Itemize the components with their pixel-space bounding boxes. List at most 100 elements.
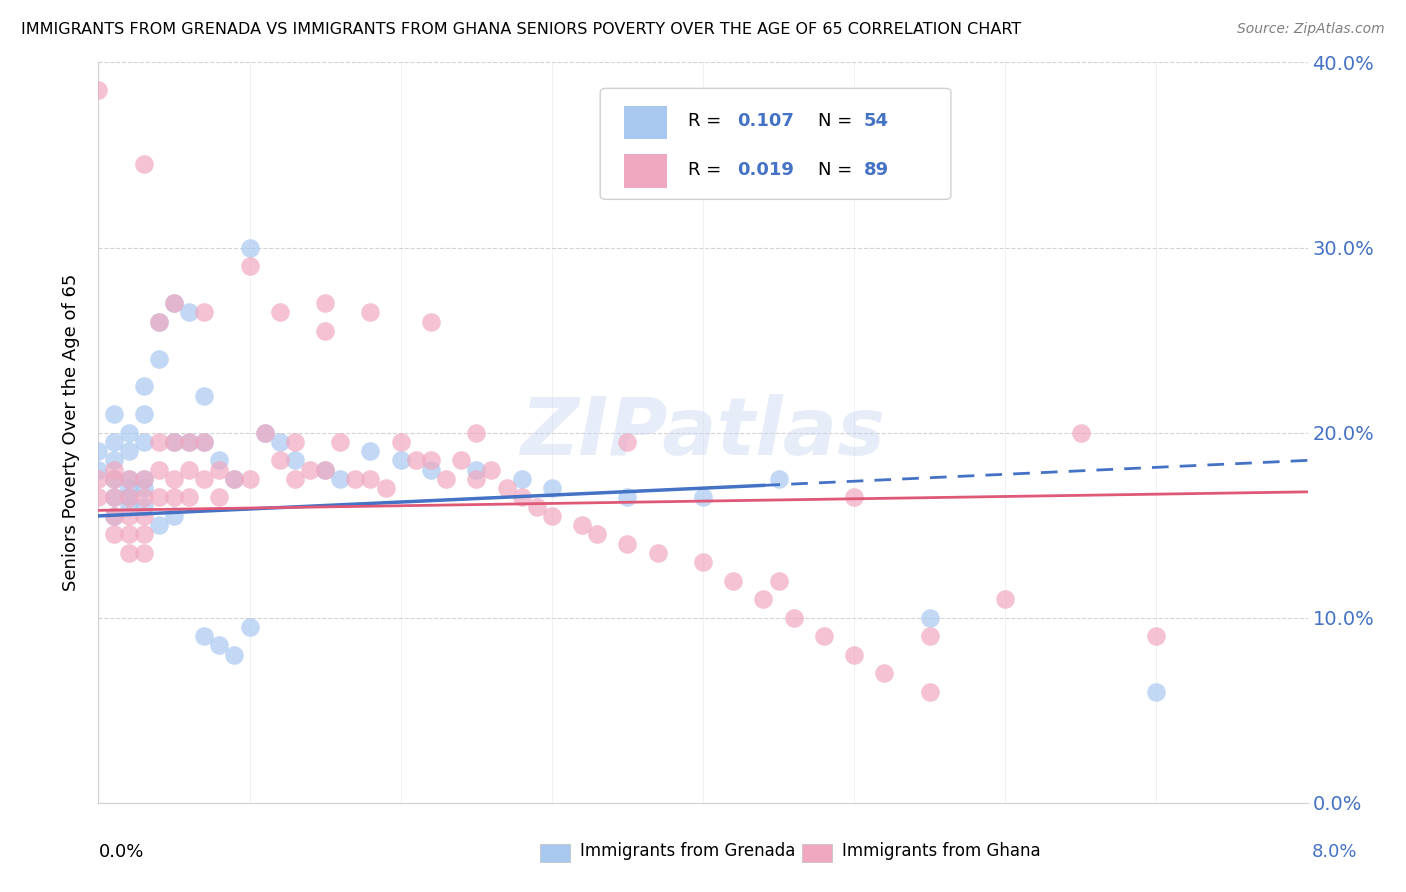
Point (510, 491, 533, 505)
Point (329, 472, 352, 486)
Point (224, 472, 246, 486)
Point (918, 685, 941, 699)
Point (616, 434, 638, 449)
Point (692, 491, 714, 505)
Point (132, 500, 155, 514)
Point (132, 508, 155, 523)
Point (132, 527, 155, 541)
Point (844, 648, 866, 662)
Point (450, 453, 472, 467)
Point (616, 536, 638, 550)
Point (132, 472, 155, 486)
Point (163, 508, 186, 523)
Text: 0.0%: 0.0% (98, 843, 143, 861)
Point (193, 305, 215, 319)
Point (132, 434, 155, 449)
Point (179, 434, 201, 449)
Point (723, 574, 745, 588)
Point (420, 314, 443, 328)
Text: N =: N = (818, 161, 858, 178)
Point (224, 472, 246, 486)
Point (163, 491, 186, 505)
Point (314, 462, 336, 476)
Point (103, 508, 125, 523)
Point (132, 472, 155, 486)
Point (103, 453, 125, 467)
Point (360, 444, 382, 458)
Point (510, 472, 533, 486)
Point (163, 472, 186, 486)
Point (918, 629, 941, 643)
Text: Immigrants from Grenada: Immigrants from Grenada (579, 842, 794, 860)
Point (420, 453, 443, 467)
Point (434, 472, 457, 486)
Point (193, 629, 215, 643)
Point (813, 629, 835, 643)
Point (103, 508, 125, 523)
Point (314, 296, 336, 310)
Point (179, 462, 201, 476)
Point (918, 610, 941, 624)
Point (783, 610, 806, 624)
Point (253, 425, 276, 440)
Text: 54: 54 (863, 112, 889, 130)
Point (132, 491, 155, 505)
Point (103, 527, 125, 541)
Point (87, 462, 110, 476)
Point (118, 425, 141, 440)
Point (103, 472, 125, 486)
Point (148, 351, 170, 366)
Point (284, 434, 307, 449)
Point (163, 296, 186, 310)
Point (118, 491, 141, 505)
Point (269, 453, 291, 467)
Point (118, 500, 141, 514)
Point (752, 592, 775, 607)
Point (193, 388, 215, 402)
Point (118, 546, 141, 560)
Point (163, 434, 186, 449)
Point (239, 620, 262, 634)
FancyBboxPatch shape (803, 844, 832, 862)
Point (299, 462, 322, 476)
Point (389, 453, 412, 467)
Point (314, 324, 336, 338)
Text: Immigrants from Ghana: Immigrants from Ghana (842, 842, 1040, 860)
Point (329, 434, 352, 449)
Point (163, 296, 186, 310)
Point (87, 472, 110, 486)
Point (103, 491, 125, 505)
Y-axis label: Seniors Poverty Over the Age of 65: Seniors Poverty Over the Age of 65 (62, 274, 80, 591)
FancyBboxPatch shape (540, 844, 569, 862)
Point (465, 425, 488, 440)
Point (148, 314, 170, 328)
Point (540, 508, 562, 523)
Point (405, 453, 427, 467)
Point (103, 462, 125, 476)
Point (239, 472, 262, 486)
Point (163, 434, 186, 449)
Point (284, 472, 307, 486)
Text: 0.019: 0.019 (737, 161, 794, 178)
Text: IMMIGRANTS FROM GRENADA VS IMMIGRANTS FROM GHANA SENIORS POVERTY OVER THE AGE OF: IMMIGRANTS FROM GRENADA VS IMMIGRANTS FR… (21, 22, 1021, 37)
Point (540, 481, 562, 495)
FancyBboxPatch shape (600, 88, 950, 200)
Text: Source: ZipAtlas.com: Source: ZipAtlas.com (1237, 22, 1385, 37)
Point (179, 305, 201, 319)
FancyBboxPatch shape (624, 154, 666, 188)
Point (132, 407, 155, 421)
Text: R =: R = (689, 161, 727, 178)
Point (586, 527, 609, 541)
Point (994, 592, 1017, 607)
Point (495, 481, 517, 495)
Point (768, 574, 790, 588)
Point (87, 83, 110, 97)
Point (118, 481, 141, 495)
Point (616, 491, 638, 505)
Point (571, 518, 593, 533)
Point (193, 434, 215, 449)
Point (465, 472, 488, 486)
Text: 89: 89 (863, 161, 889, 178)
Text: 0.107: 0.107 (737, 112, 794, 130)
Point (208, 639, 231, 653)
